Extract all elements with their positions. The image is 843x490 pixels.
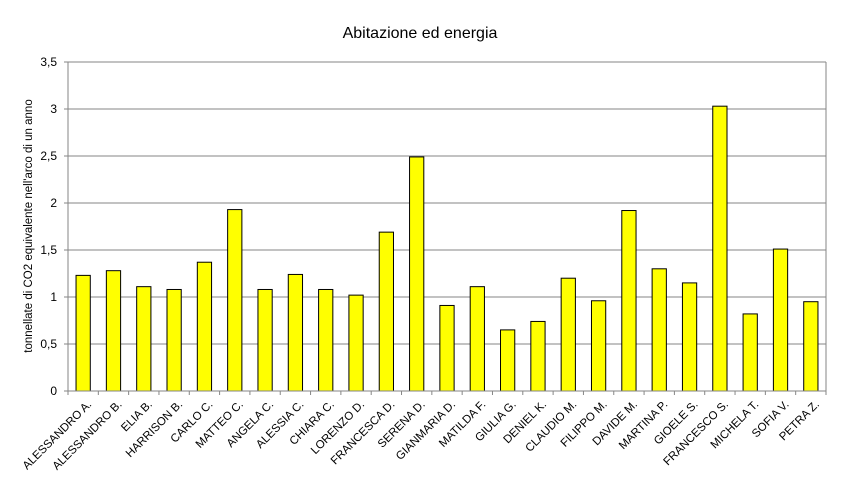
bar	[469, 286, 485, 392]
bar	[378, 231, 394, 392]
bar	[530, 320, 546, 392]
bar	[681, 282, 698, 392]
y-tick-label: 3	[50, 102, 57, 116]
bar	[560, 277, 576, 392]
axes	[64, 61, 827, 395]
bar	[590, 300, 607, 392]
y-tick-label: 0,5	[40, 337, 57, 351]
y-tick-label: 3,5	[40, 55, 57, 69]
bar	[651, 268, 667, 392]
bar	[621, 210, 637, 392]
bar	[136, 286, 152, 392]
bar	[166, 288, 182, 392]
x-axis-ticks: ALESSANDRO A.ALESSANDRO B.ELIA B.HARRISO…	[21, 399, 822, 473]
bar	[75, 274, 91, 392]
bars	[75, 105, 819, 392]
y-axis-ticks: 0 0,5 1 1,5 2 2,5 3 3,5	[40, 55, 57, 398]
y-tick-label: 1,5	[40, 243, 57, 257]
bar	[712, 105, 728, 392]
y-tick-label: 1	[50, 290, 57, 304]
bar	[105, 270, 122, 392]
gridlines	[68, 61, 826, 345]
y-tick-label: 2	[50, 196, 57, 210]
bar	[439, 304, 455, 392]
bar	[257, 288, 273, 392]
y-tick-label: 2,5	[40, 149, 57, 163]
bar	[227, 209, 243, 392]
bar	[318, 288, 334, 392]
bar	[348, 294, 364, 392]
bar	[803, 301, 819, 392]
y-axis-label: tonnellate di CO2 equivalente nell'arco …	[23, 99, 35, 352]
bar	[772, 248, 789, 392]
x-tick-label: LORENZO D.	[309, 399, 367, 457]
bar	[196, 261, 213, 392]
chart-title: Abitazione ed energia	[343, 25, 498, 42]
bar	[287, 273, 304, 392]
y-tick-label: 0	[50, 384, 57, 398]
bar	[742, 313, 758, 392]
bar	[409, 156, 425, 392]
bar	[500, 329, 516, 392]
